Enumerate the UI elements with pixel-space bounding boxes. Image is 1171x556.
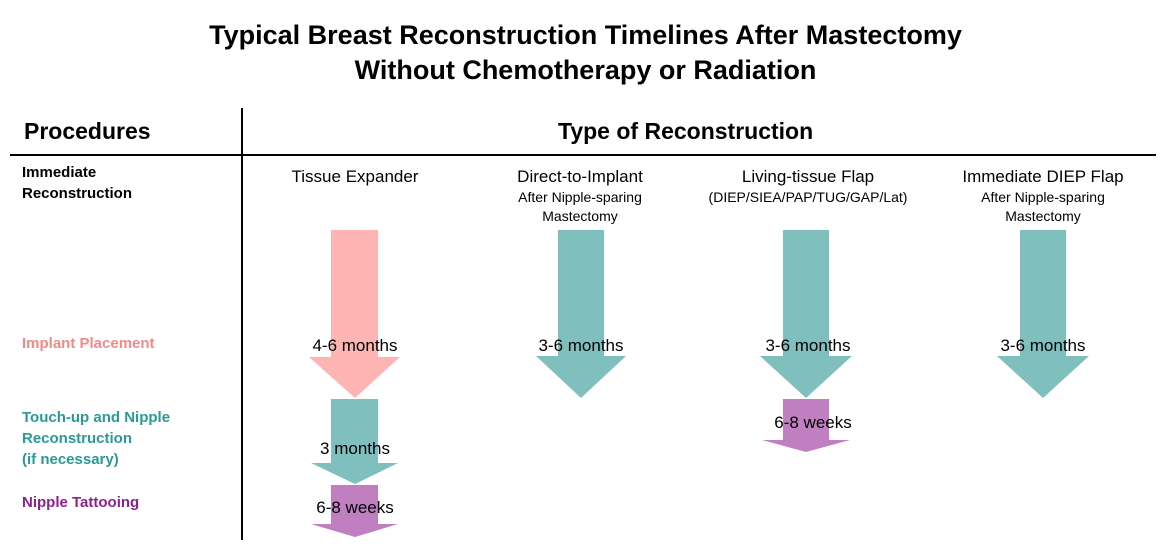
- column-divider: [241, 108, 243, 540]
- column-immediate-diep-flap: Immediate DIEP Flap After Nipple-sparing…: [962, 167, 1124, 224]
- diep-implant-arrow: [997, 230, 1089, 398]
- direct-implant-arrow: [536, 230, 626, 398]
- expander-tattoo-arrow: [311, 485, 398, 537]
- flap-implant-arrow: [760, 230, 852, 398]
- nipple-tattooing-label: Nipple Tattooing: [22, 494, 140, 511]
- diagram-title-line1: Typical Breast Reconstruction Timelines …: [209, 20, 962, 50]
- touchup-reconstruction-label: Touch-up and Nipple Reconstruction (if n…: [22, 409, 171, 468]
- implant-placement-label: Implant Placement: [22, 335, 155, 352]
- procedures-header: Procedures: [24, 118, 151, 144]
- flap-tattoo-arrow: [762, 399, 850, 452]
- flap-implant-duration: 3-6 months: [765, 336, 851, 355]
- flap-tattoo-duration: 6-8 weeks: [774, 413, 852, 432]
- reconstruction-type-header: Type of Reconstruction: [558, 118, 814, 144]
- diagram-title-line2: Without Chemotherapy or Radiation: [354, 55, 817, 85]
- direct-implant-duration: 3-6 months: [538, 336, 624, 355]
- expander-touchup-duration: 3 months: [320, 439, 390, 458]
- column-direct-to-implant: Direct-to-Implant After Nipple-sparing M…: [517, 167, 643, 224]
- header-divider: [10, 154, 1156, 156]
- expander-touchup-arrow: [311, 399, 398, 484]
- column-tissue-expander: Tissue Expander: [291, 167, 419, 186]
- immediate-reconstruction-label: Immediate Reconstruction: [22, 164, 133, 202]
- expander-tattoo-duration: 6-8 weeks: [316, 498, 394, 517]
- expander-implant-duration: 4-6 months: [312, 336, 398, 355]
- diep-implant-duration: 3-6 months: [1000, 336, 1086, 355]
- column-living-tissue-flap: Living-tissue Flap (DIEP/SIEA/PAP/TUG/GA…: [708, 167, 908, 205]
- expander-implant-arrow: [309, 230, 400, 398]
